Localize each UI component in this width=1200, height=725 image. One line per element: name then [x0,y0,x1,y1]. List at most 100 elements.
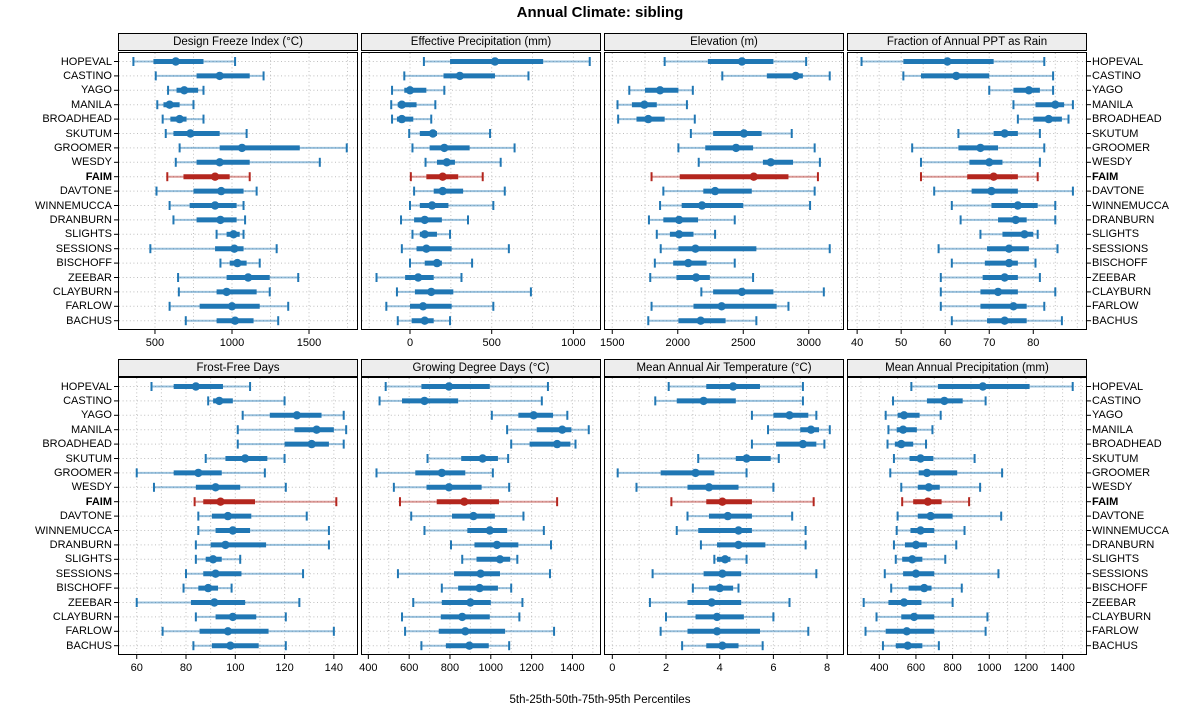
station-label-wesdy: WESDY [1092,156,1133,169]
median-dot [292,411,302,420]
percentile-row-broadhead [617,114,696,124]
median-dot [461,627,470,636]
median-dot [731,143,741,153]
percentile-row-hopeval [667,382,804,391]
percentile-row-dranburn [172,215,247,225]
median-dot [223,511,233,521]
station-label-clayburn: CLAYBURN [1092,610,1152,623]
station-label-dranburn: DRANBURN [49,213,112,226]
percentile-row-clayburn [875,612,989,622]
median-dot [710,186,720,196]
axis-tick-label: 500 [483,337,501,349]
percentile-row-dranburn [647,215,736,225]
strip-mean-annual-air-temperature-c: Mean Annual Air Temperature (°C) [604,359,844,377]
panel-border [847,377,1087,655]
median-dot [644,114,653,124]
axis-tick-label: 0 [407,337,413,349]
station-label-yago: YAGO [81,84,112,97]
percentile-row-skutum [689,129,793,138]
percentile-row-skutum [957,129,1041,138]
median-dot [215,158,224,167]
median-dot [897,439,906,449]
station-label-hopeval: HOPEVAL [60,380,112,393]
percentile-row-wesdy [174,157,321,167]
median-dot [210,201,220,210]
panel-frost-free-days: 60 80 100 120 140 [114,377,358,674]
percentile-row-sessions [651,569,818,579]
median-dot [739,129,749,138]
station-label-sessions: SESSIONS [1092,242,1149,255]
median-dot [211,483,220,492]
median-dot [222,287,231,297]
median-dot [230,316,240,325]
median-dot [919,583,929,593]
percentile-row-groomer [889,468,1004,478]
median-dot [989,172,998,181]
percentile-row-bischoff [890,583,963,593]
median-dot [432,258,442,268]
median-dot [742,454,751,463]
station-label-farlow: FARLOW [1092,300,1139,313]
station-label-clayburn: CLAYBURN [1092,285,1152,298]
percentile-row-slights [979,229,1039,239]
median-dot [397,100,407,109]
station-label-yago: YAGO [81,409,112,422]
median-dot [699,396,708,406]
median-dot [420,215,429,225]
percentile-row-yago [628,85,694,95]
percentile-row-winnemucca [423,526,545,535]
median-dot [227,302,237,311]
axis-tick-label: 1500 [600,337,624,349]
panel-fraction-of-annual-ppt-as-rain: 40 50 60 70 80 [847,52,1091,349]
median-dot [465,641,474,650]
axis-tick-label: 1200 [1014,662,1038,674]
axis-tick-label: 800 [943,662,961,674]
median-dot [737,57,747,66]
median-dot [216,497,225,506]
strip-frost-free-days: Frost-Free Days [118,359,358,377]
median-dot [712,627,722,636]
percentile-row-clayburn [665,612,775,622]
median-dot [674,215,684,225]
axis-tick-label: 0 [609,662,615,674]
percentile-row-farlow [168,301,290,311]
median-dot [208,555,218,564]
panel-border [604,52,844,330]
station-label-slights: SLIGHTS [64,228,112,241]
percentile-row-manila [236,425,348,435]
median-dot [712,612,722,622]
median-dot [766,158,775,167]
axis-tick-label: 1400 [560,662,584,674]
percentile-row-wesdy [424,157,502,167]
panel-border [118,377,358,655]
median-dot [475,583,484,593]
percentile-row-manila [156,100,195,110]
percentile-row-clayburn [177,287,271,297]
percentile-row-yago [750,410,818,420]
panel-growing-degree-days-c: 400 600 800 1000 1200 1400 [359,377,601,674]
percentile-row-faim [919,172,1039,182]
panel-border [361,377,601,655]
percentile-row-hopeval [150,382,252,391]
axis-tick-label: 1200 [519,662,543,674]
station-label-bachus: BACHUS [1092,314,1138,327]
percentile-row-farlow [161,626,335,636]
percentile-row-winnemucca [659,201,812,210]
percentile-row-groomer [616,468,748,478]
station-label-groomer: GROOMER [1092,141,1151,154]
median-dot [492,540,502,550]
axis-tick-label: 2 [663,662,669,674]
percentile-row-groomer [677,143,816,153]
median-dot [806,425,816,434]
axis-tick-label: 70 [983,337,995,349]
station-label-zeebar: ZEEBAR [67,271,112,284]
percentile-row-bischoff [691,583,740,593]
axis-tick-label: 1000 [977,662,1001,674]
station-label-davtone: DAVTONE [59,185,112,198]
median-dot [1004,258,1014,268]
median-dot [228,526,238,535]
median-dot [418,302,428,311]
panel-border [118,52,358,330]
percentile-row-winnemucca [950,201,1057,210]
median-dot [1024,86,1034,95]
